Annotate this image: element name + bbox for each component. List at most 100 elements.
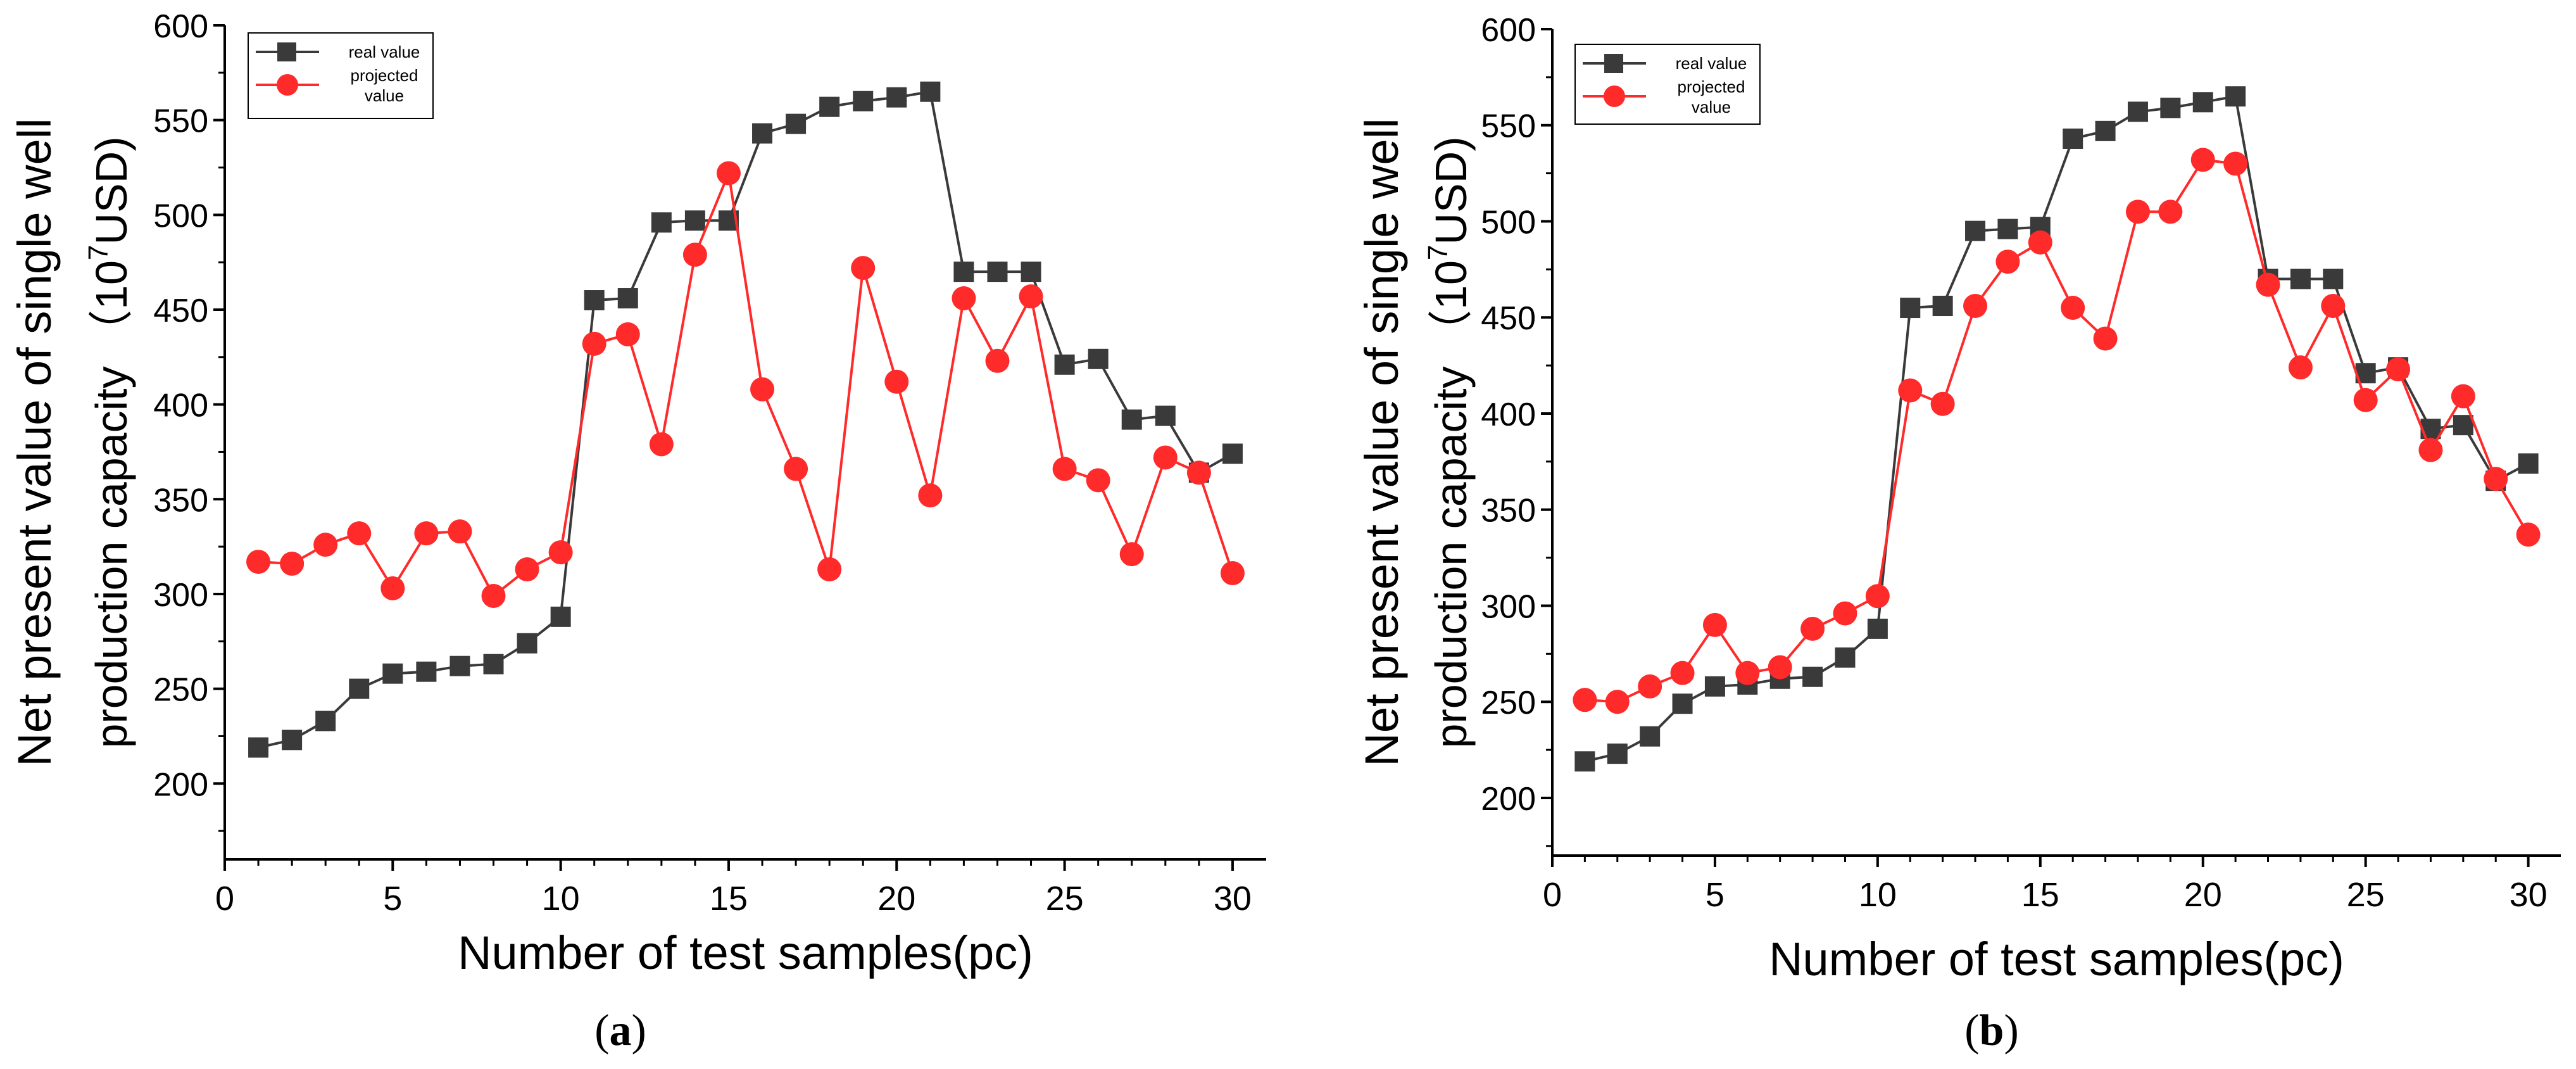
data-point-projected-value	[784, 457, 808, 481]
data-point-real-value	[1867, 618, 1888, 639]
data-point-projected-value	[414, 521, 439, 546]
data-point-projected-value	[615, 322, 640, 346]
data-point-real-value	[315, 711, 336, 731]
y-tick-label: 300	[153, 577, 208, 614]
chart-panel-a: 0 5 10 15 20 25 30 200 250 300 350 400 450 500 550 600 N…	[8, 8, 1266, 1055]
data-point-projected-value	[2451, 384, 2475, 408]
data-point-projected-value	[1153, 445, 1178, 470]
data-point-real-value	[1672, 693, 1693, 714]
y-tick-label: 400	[153, 388, 208, 424]
panel-label-close: )	[2004, 1006, 2018, 1055]
x-tick-label: 30	[2510, 876, 2548, 914]
data-point-projected-value	[1898, 378, 1923, 403]
panel-label-close: )	[632, 1006, 646, 1055]
data-point-projected-value	[1186, 460, 1211, 485]
data-point-projected-value	[985, 348, 1010, 373]
data-point-real-value	[1021, 262, 1041, 282]
panel-label-letter: a	[610, 1006, 632, 1055]
x-tick-label: 0	[215, 880, 234, 918]
data-point-projected-value	[1735, 661, 1760, 685]
data-point-real-value	[382, 663, 403, 684]
data-point-real-value	[2127, 101, 2148, 122]
data-point-real-value	[2063, 128, 2083, 149]
data-point-real-value	[1222, 443, 1243, 464]
x-tick-label: 30	[1214, 880, 1252, 918]
legend-marker-projected-value	[277, 74, 298, 96]
data-point-real-value	[2453, 415, 2473, 436]
data-point-real-value	[786, 113, 807, 134]
data-point-real-value	[651, 212, 672, 233]
data-point-projected-value	[2061, 296, 2085, 320]
legend-label-real-value: real value	[349, 42, 420, 61]
y-axis-label-line2: production capacity （107USD)	[1423, 136, 1476, 748]
data-point-real-value	[2160, 98, 2181, 118]
y-axis-label-line1: Net present value of single well	[8, 118, 61, 766]
data-point-projected-value	[1963, 294, 1988, 319]
data-point-real-value	[1802, 666, 1823, 687]
y-axis-label-unit: USD)	[1426, 136, 1476, 244]
data-point-real-value	[282, 730, 303, 750]
data-point-projected-value	[2158, 199, 2183, 224]
x-tick-label: 5	[383, 880, 402, 918]
y-tick-label: 200	[153, 766, 208, 803]
data-point-real-value	[617, 288, 638, 309]
data-point-real-value	[1932, 296, 1953, 317]
x-tick-label: 5	[1706, 876, 1725, 914]
data-point-real-value	[987, 262, 1008, 282]
y-axis-label-main: production capacity （10	[1426, 260, 1476, 748]
data-point-projected-value	[2418, 438, 2443, 462]
data-point-projected-value	[1702, 612, 1727, 637]
series-line-real-value	[258, 90, 1233, 749]
y-tick-label: 400	[1481, 396, 1536, 433]
series-line-real-value	[1584, 94, 2529, 763]
data-point-projected-value	[380, 576, 405, 600]
data-point-projected-value	[750, 377, 775, 402]
panel-label-open: (	[1964, 1006, 1979, 1055]
y-tick-label: 600	[153, 8, 208, 45]
data-point-projected-value	[347, 521, 372, 546]
x-tick-label: 10	[1859, 876, 1897, 914]
data-point-projected-value	[313, 533, 338, 557]
data-point-projected-value	[1052, 457, 1077, 481]
data-point-projected-value	[2028, 230, 2052, 255]
data-point-real-value	[550, 606, 571, 627]
data-point-real-value	[1155, 405, 1176, 426]
data-point-real-value	[1704, 676, 1725, 697]
data-point-projected-value	[1086, 468, 1110, 493]
x-tick-label: 15	[2021, 876, 2059, 914]
data-point-projected-value	[682, 243, 707, 267]
data-point-projected-value	[918, 483, 943, 508]
y-tick-label: 350	[153, 482, 208, 519]
data-point-projected-value	[582, 331, 606, 356]
data-point-real-value	[449, 655, 470, 676]
data-point-projected-value	[1800, 616, 1825, 641]
data-point-projected-value	[548, 540, 573, 565]
data-point-projected-value	[2353, 388, 2378, 412]
panel-label-letter: b	[1980, 1006, 2004, 1055]
data-point-real-value	[953, 262, 974, 282]
data-point-real-value	[517, 633, 537, 654]
y-axis-label-line2: production capacity （107USD)	[83, 136, 136, 748]
legend: real value projected value	[1574, 44, 1761, 125]
y-tick-label: 550	[153, 103, 208, 140]
data-point-real-value	[1088, 348, 1109, 369]
data-point-projected-value	[1833, 601, 1857, 626]
data-point-projected-value	[1930, 391, 1955, 416]
legend-marker-real-value	[1604, 54, 1623, 73]
y-tick-label: 500	[153, 198, 208, 234]
data-point-projected-value	[1670, 661, 1695, 685]
data-point-projected-value	[1638, 674, 1662, 699]
data-point-real-value	[584, 290, 605, 311]
data-point-real-value	[248, 737, 269, 758]
data-point-real-value	[1965, 220, 1986, 241]
data-point-real-value	[416, 661, 437, 682]
data-point-projected-value	[2386, 357, 2411, 382]
legend-label-projected-value: projected value	[1678, 77, 1745, 117]
data-point-projected-value	[1019, 284, 1043, 309]
data-point-real-value	[853, 91, 874, 111]
legend-label-line: projected	[351, 66, 418, 85]
data-point-projected-value	[2190, 148, 2215, 172]
series-line-projected-value	[1585, 158, 2530, 704]
